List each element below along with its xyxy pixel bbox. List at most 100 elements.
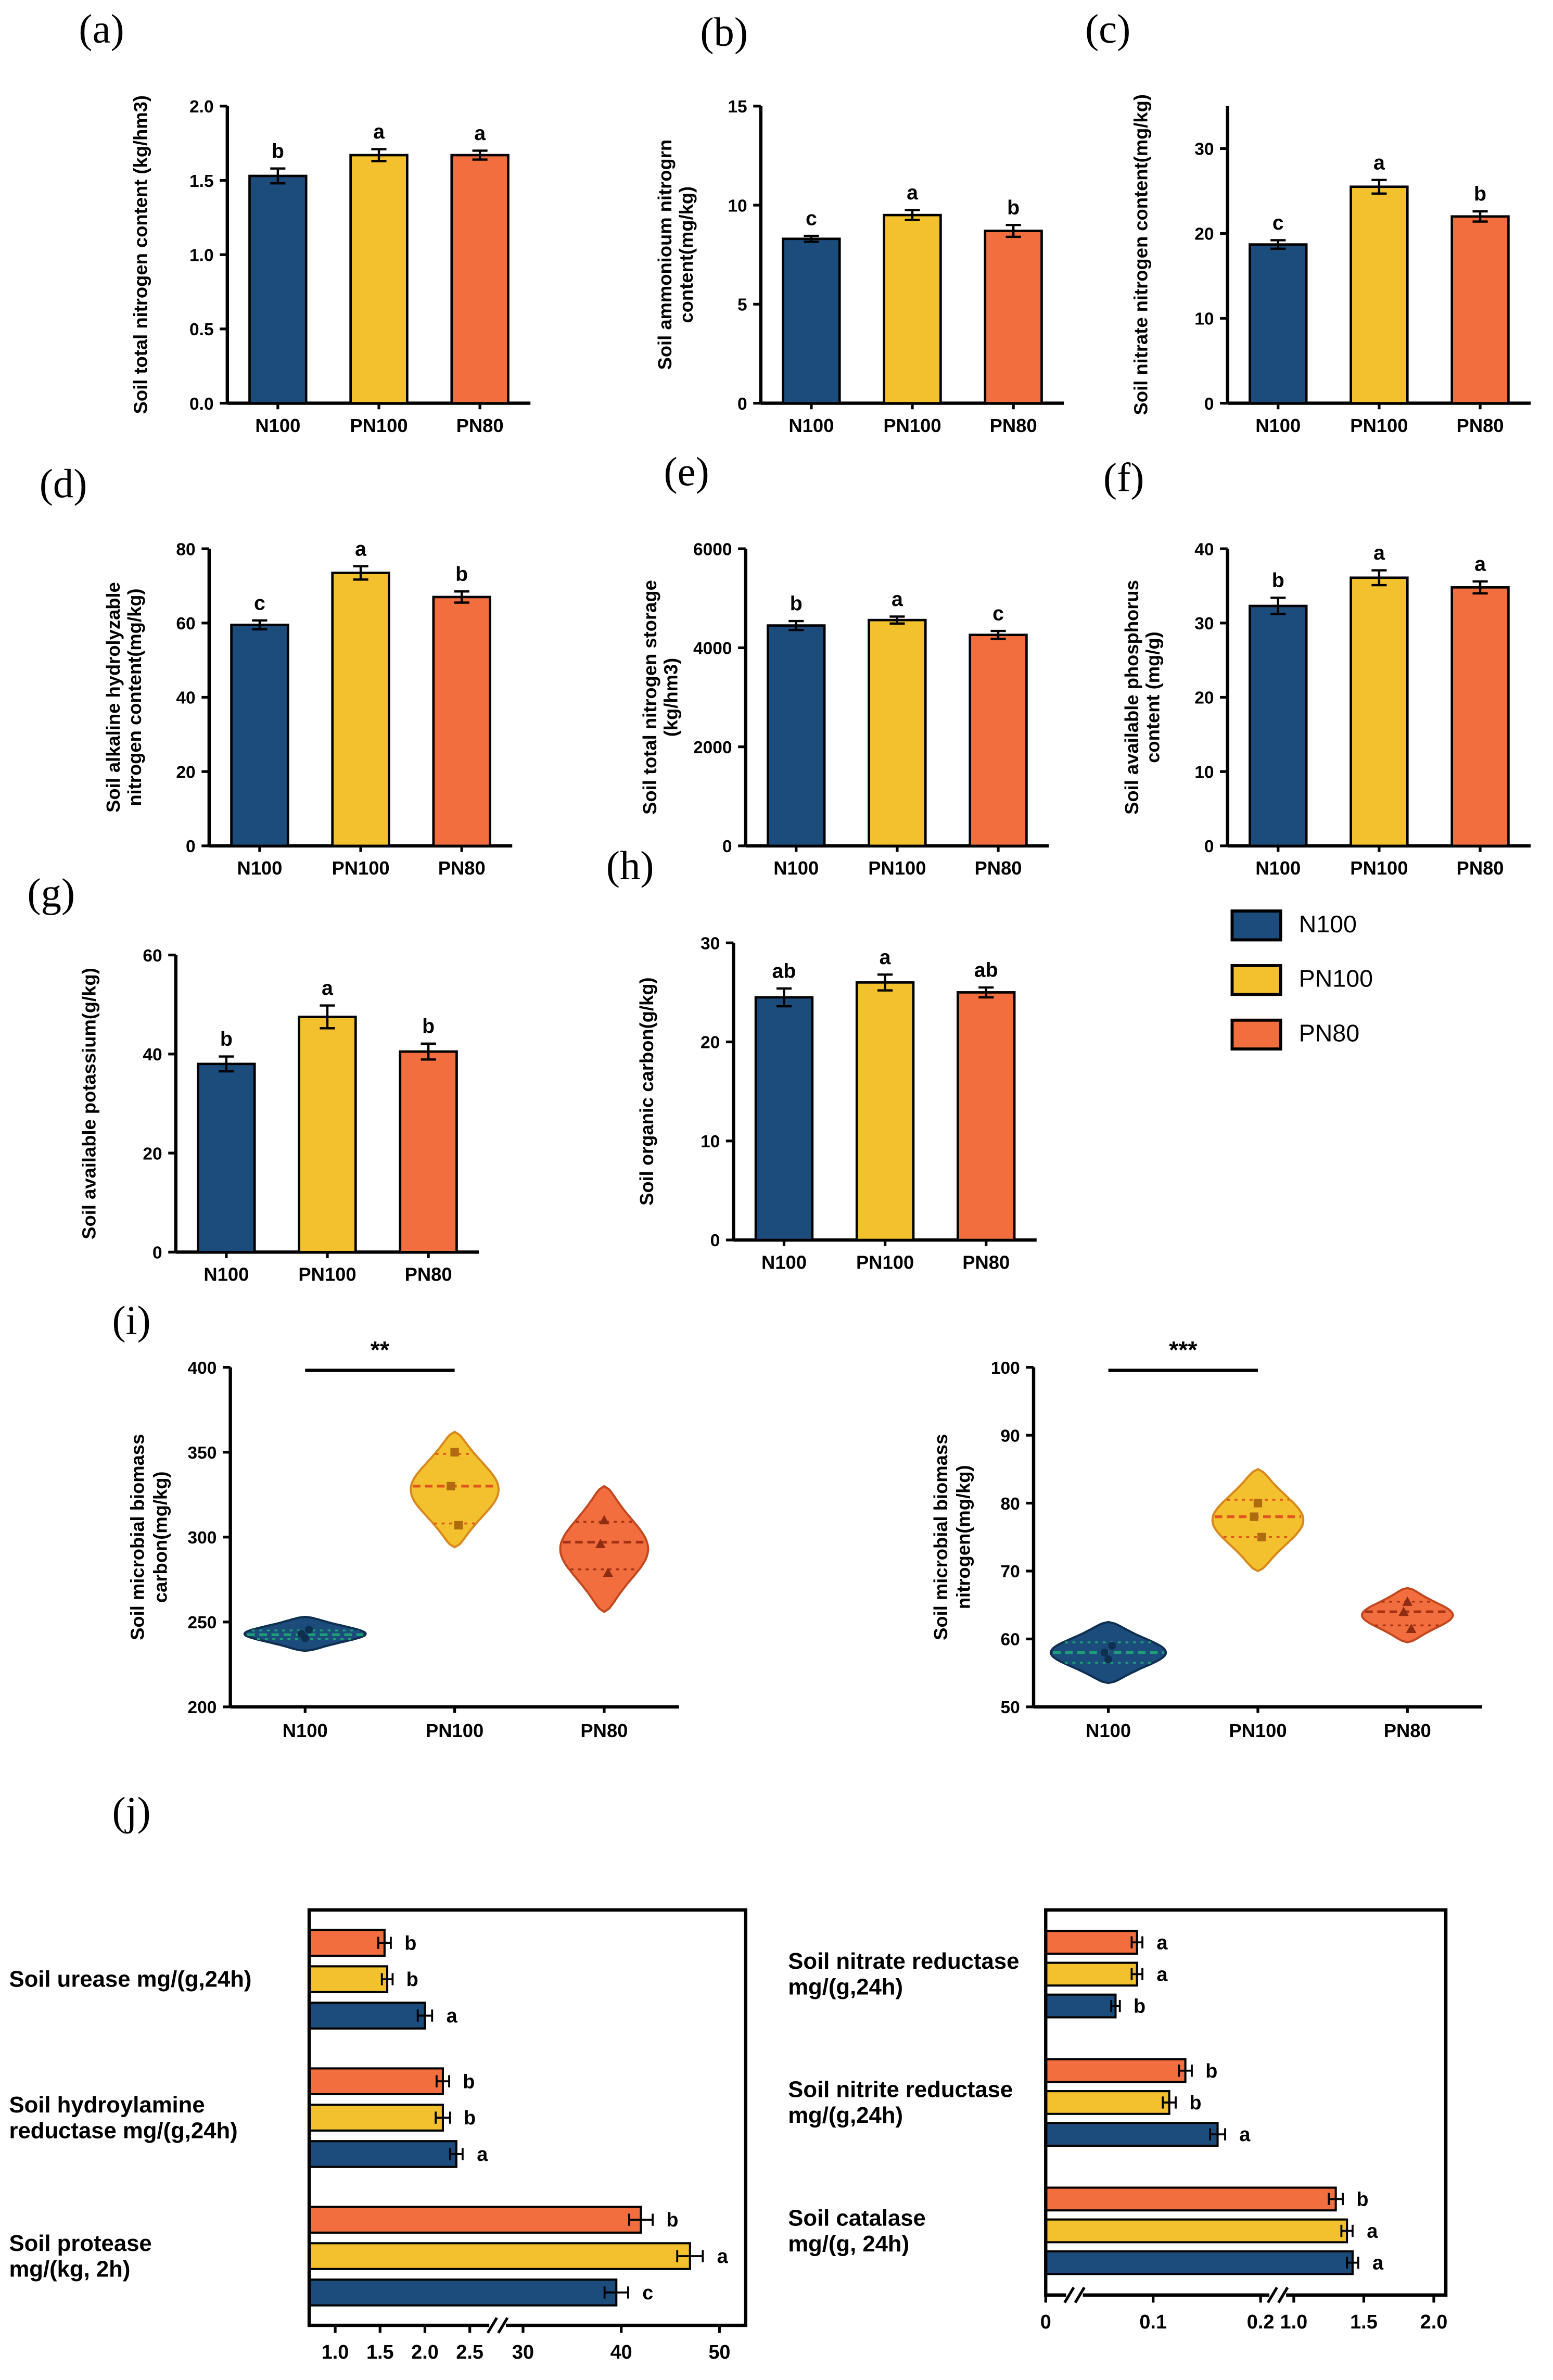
svg-text:N100: N100 bbox=[1255, 857, 1301, 879]
svg-text:b: b bbox=[406, 1969, 418, 1991]
svg-text:Soil ammonioum nitrogrn: Soil ammonioum nitrogrn bbox=[654, 140, 676, 370]
svg-text:(kg/hm3): (kg/hm3) bbox=[660, 658, 682, 737]
svg-text:nitrogen(mg/kg): nitrogen(mg/kg) bbox=[953, 1465, 974, 1609]
svg-text:PN100: PN100 bbox=[1350, 415, 1408, 436]
legend: N100 PN100 PN80 bbox=[1230, 909, 1373, 1073]
bar-chart-soil-organic-carbon: 0 10 20 30 Soil organic carbon(g/kg) ab N100 a P… bbox=[636, 934, 1037, 1273]
panel-letter-i: (i) bbox=[112, 1297, 151, 1344]
svg-text:1.5: 1.5 bbox=[189, 172, 214, 191]
svg-text:0.1: 0.1 bbox=[1139, 2311, 1167, 2333]
svg-text:50: 50 bbox=[1001, 1698, 1020, 1717]
legend-swatch bbox=[1230, 1018, 1282, 1051]
svg-text:Soil organic carbon(g/kg): Soil organic carbon(g/kg) bbox=[636, 977, 657, 1206]
svg-text:c: c bbox=[992, 602, 1004, 625]
panel-letter-g: (g) bbox=[27, 870, 75, 916]
svg-text:2000: 2000 bbox=[693, 738, 732, 757]
svg-text:content(mg/kg): content(mg/kg) bbox=[676, 186, 697, 323]
svg-text:Soil nitrite reductase: Soil nitrite reductase bbox=[788, 2077, 1013, 2103]
svg-text:N100: N100 bbox=[773, 857, 819, 879]
svg-text:0: 0 bbox=[722, 837, 732, 856]
svg-text:200: 200 bbox=[188, 1698, 217, 1717]
svg-text:1.5: 1.5 bbox=[366, 2341, 394, 2363]
svg-text:5: 5 bbox=[737, 296, 747, 315]
svg-text:a: a bbox=[1474, 553, 1486, 576]
svg-text:a: a bbox=[1239, 2124, 1251, 2146]
svg-text:PN80: PN80 bbox=[1457, 415, 1504, 436]
svg-text:N100: N100 bbox=[237, 857, 282, 879]
svg-text:30: 30 bbox=[1194, 614, 1214, 634]
svg-text:Soil nitrate reductase: Soil nitrate reductase bbox=[788, 1948, 1019, 1974]
svg-text:b: b bbox=[422, 1015, 435, 1037]
svg-text:N100: N100 bbox=[255, 415, 300, 436]
svg-text:90: 90 bbox=[1001, 1426, 1020, 1446]
panel-letter-c: (c) bbox=[1085, 6, 1131, 52]
svg-text:b: b bbox=[464, 2107, 476, 2129]
svg-text:30: 30 bbox=[512, 2341, 534, 2363]
bar-chart-soil-alkaline-hydrolyzable-nitrogen: 0 20 40 60 80 Soil alkaline hydrolyzable nitro… bbox=[103, 537, 513, 879]
svg-text:a: a bbox=[1372, 2252, 1384, 2274]
svg-text:mg/(g,24h): mg/(g,24h) bbox=[788, 1974, 903, 2000]
legend-item-PN100: PN100 bbox=[1230, 964, 1373, 996]
svg-text:a: a bbox=[907, 181, 919, 204]
svg-text:reductase mg/(g,24h): reductase mg/(g,24h) bbox=[9, 2118, 237, 2143]
svg-text:N100: N100 bbox=[283, 1720, 328, 1741]
svg-text:40: 40 bbox=[176, 689, 195, 708]
svg-text:80: 80 bbox=[1001, 1495, 1020, 1514]
violin-chart-microbial-biomass-nitrogen: 50 60 70 80 90 100 Soil microbial biomass nitro… bbox=[930, 1336, 1482, 1741]
svg-text:0: 0 bbox=[1204, 837, 1214, 856]
svg-text:PN100: PN100 bbox=[1229, 1720, 1287, 1741]
svg-text:80: 80 bbox=[176, 540, 195, 559]
panel-letter-b: (b) bbox=[700, 9, 748, 55]
svg-text:0.5: 0.5 bbox=[189, 320, 214, 339]
bar-chart-soil-total-nitrogen-storage: 0 2000 4000 6000 Soil total nitrogen storage… bbox=[639, 540, 1049, 879]
svg-text:c: c bbox=[254, 591, 265, 614]
svg-text:PN100: PN100 bbox=[350, 415, 408, 436]
svg-text:6000: 6000 bbox=[693, 540, 732, 559]
svg-text:a: a bbox=[447, 2005, 458, 2027]
svg-text:400: 400 bbox=[188, 1359, 217, 1378]
svg-text:PN80: PN80 bbox=[1384, 1720, 1431, 1741]
svg-text:carbon(mg/kg): carbon(mg/kg) bbox=[149, 1471, 171, 1603]
svg-text:20: 20 bbox=[701, 1033, 720, 1053]
violin-chart-microbial-biomass-carbon: 200 250 300 350 400 Soil microbial biomass car… bbox=[127, 1336, 679, 1741]
svg-text:2.5: 2.5 bbox=[456, 2341, 483, 2363]
svg-text:PN100: PN100 bbox=[856, 1251, 914, 1273]
svg-text:N100: N100 bbox=[761, 1251, 807, 1273]
svg-text:60: 60 bbox=[1001, 1630, 1020, 1650]
bar-chart-soil-available-phosphorus: 0 10 20 30 40 Soil available phosphorus conten… bbox=[1121, 540, 1531, 879]
svg-text:30: 30 bbox=[701, 934, 720, 953]
svg-text:b: b bbox=[1189, 2092, 1201, 2114]
svg-text:20: 20 bbox=[1194, 689, 1214, 708]
svg-text:ab: ab bbox=[772, 959, 796, 982]
svg-text:PN80: PN80 bbox=[1457, 857, 1504, 879]
svg-text:Soil microbial biomass: Soil microbial biomass bbox=[930, 1434, 951, 1640]
svg-text:0: 0 bbox=[152, 1244, 162, 1263]
svg-text:15: 15 bbox=[728, 97, 747, 117]
svg-text:10: 10 bbox=[1194, 763, 1214, 782]
svg-text:Soil available potassium(g/kg): Soil available potassium(g/kg) bbox=[78, 968, 99, 1239]
svg-text:10: 10 bbox=[1194, 310, 1214, 329]
svg-text:b: b bbox=[1205, 2060, 1217, 2082]
bar-chart-soil-nitrate-nitrogen: 0 10 20 30 Soil nitrate nitrogen content(mg/… bbox=[1130, 94, 1531, 436]
legend-swatch bbox=[1230, 964, 1282, 996]
svg-text:40: 40 bbox=[610, 2341, 632, 2363]
svg-text:PN80: PN80 bbox=[438, 857, 486, 879]
svg-text:b: b bbox=[463, 2071, 475, 2093]
svg-text:b: b bbox=[666, 2209, 678, 2231]
svg-text:PN80: PN80 bbox=[962, 1251, 1010, 1273]
svg-text:Soil protease: Soil protease bbox=[9, 2231, 151, 2256]
svg-text:20: 20 bbox=[1194, 225, 1214, 244]
svg-text:b: b bbox=[1272, 569, 1284, 592]
svg-text:b: b bbox=[1356, 2188, 1368, 2210]
svg-text:PN80: PN80 bbox=[975, 857, 1022, 879]
svg-text:300: 300 bbox=[188, 1528, 217, 1548]
panel-letter-h: (h) bbox=[606, 843, 654, 889]
svg-text:ab: ab bbox=[974, 958, 998, 981]
svg-text:1.0: 1.0 bbox=[189, 246, 214, 265]
svg-text:a: a bbox=[322, 977, 334, 999]
svg-text:PN80: PN80 bbox=[456, 415, 504, 436]
svg-text:40: 40 bbox=[1194, 540, 1214, 559]
svg-text:b: b bbox=[1134, 1996, 1145, 2018]
